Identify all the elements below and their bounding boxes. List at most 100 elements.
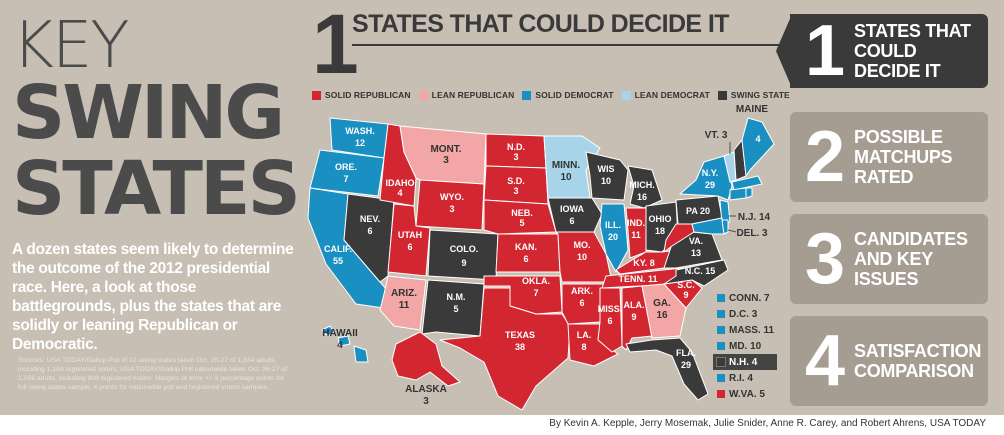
label-texas: TEXAS [505, 330, 535, 340]
state-mo[interactable] [555, 231, 613, 283]
label-miss: MISS. [598, 304, 623, 314]
label-mich-votes: 16 [637, 192, 647, 202]
legend-swatch [312, 90, 321, 100]
label-sc-votes: 9 [683, 290, 688, 300]
legend-swatch [621, 90, 631, 100]
nav-number: 4 [804, 321, 846, 401]
label-iowa-votes: 6 [569, 216, 574, 226]
state-ill[interactable] [599, 203, 629, 273]
intro-panel: KEY SWING STATES A dozen states seem lik… [0, 0, 301, 415]
label-ariz: ARIZ. [391, 288, 417, 299]
legend-solid-republican: SOLID REPUBLICAN [312, 90, 411, 100]
small-state-label: CONN. 7 [729, 292, 770, 304]
label-vt: VT. 3 [705, 130, 728, 141]
state-kan[interactable] [495, 233, 561, 273]
label-wis-votes: 10 [601, 176, 611, 186]
label-la-votes: 8 [581, 342, 586, 352]
swatch [717, 310, 725, 318]
label-ny: N.Y. [702, 168, 719, 178]
byline: By Kevin A. Kepple, Jerry Mosemak, Julie… [549, 418, 986, 429]
label-nj: N.J. 14 [738, 212, 771, 223]
state-iowa[interactable] [547, 197, 603, 233]
state-wyo[interactable] [415, 179, 485, 231]
state-ri[interactable] [745, 187, 753, 199]
label-sd: S.D. [507, 176, 525, 186]
footer: By Kevin A. Kepple, Jerry Mosemak, Julie… [0, 415, 1004, 435]
label-nd: N.D. [507, 142, 525, 152]
small-state-label: N.H. 4 [729, 356, 758, 368]
state-maine[interactable] [741, 117, 775, 177]
label-ill: ILL. [605, 220, 621, 230]
small-state-mass: MASS. 11 [717, 322, 777, 338]
nav-label: POSSIBLE MATCHUPS RATED [854, 127, 953, 187]
label-ky: KY. 8 [633, 258, 655, 268]
lede-text: A dozen states seem likely to determine … [12, 241, 294, 353]
nav-tab-2[interactable]: 2 POSSIBLE MATCHUPS RATED [790, 112, 988, 202]
state-wis[interactable] [585, 151, 629, 201]
small-states-key: CONN. 7 D.C. 3 MASS. 11 MD. 10 N.H. 4 R.… [713, 290, 777, 402]
state-ind[interactable] [625, 207, 647, 259]
label-ga-votes: 16 [656, 310, 668, 321]
state-utah[interactable] [387, 203, 431, 277]
sources-note: Sources: USA TODAY/Gallup Poll of 12 swi… [18, 357, 288, 391]
label-la: LA. [577, 330, 592, 340]
legend-label: SOLID DEMOCRAT [535, 90, 614, 100]
label-iowa: IOWA [560, 204, 584, 214]
active-tab-arrow [776, 14, 792, 88]
state-neb[interactable] [483, 199, 557, 235]
label-ala-votes: 9 [631, 312, 636, 322]
label-del: DEL. 3 [736, 228, 768, 239]
small-state-label: MD. 10 [729, 340, 762, 352]
nav-label: STATES THAT COULD DECIDE IT [854, 21, 971, 81]
label-hawaii-votes: 4 [337, 340, 343, 351]
small-state-conn: CONN. 7 [717, 290, 777, 306]
nav-tab-4[interactable]: 4 SATISFACTION COMPARISON [790, 316, 988, 406]
state-ore[interactable] [309, 149, 385, 197]
nav-tab-3[interactable]: 3 CANDIDATES AND KEY ISSUES [790, 214, 988, 304]
label-nev: NEV. [360, 214, 380, 224]
state-colo[interactable] [427, 229, 499, 281]
legend-swing-state: SWING STATE [717, 90, 790, 100]
state-hawaii[interactable] [321, 325, 369, 363]
legend-lean-democrat: LEAN DEMOCRAT [621, 90, 710, 100]
state-ark[interactable] [561, 283, 605, 325]
label-okla: OKLA. [522, 276, 550, 286]
nav-number: 2 [804, 117, 846, 197]
label-ark: ARK. [571, 286, 593, 296]
state-md[interactable] [691, 217, 725, 235]
state-ga[interactable] [641, 283, 687, 339]
label-mo: MO. [574, 240, 591, 250]
state-miss[interactable] [597, 287, 623, 353]
label-colo-votes: 9 [461, 258, 466, 268]
label-ore-votes: 7 [343, 174, 348, 184]
label-sd-votes: 3 [513, 186, 518, 196]
label-idaho-votes: 4 [397, 188, 402, 198]
state-texas[interactable] [439, 287, 571, 411]
label-tenn: TENN. 11 [618, 274, 657, 284]
state-ariz[interactable] [379, 275, 427, 331]
label-ore: ORE. [335, 162, 357, 172]
legend-label: LEAN DEMOCRAT [634, 90, 710, 100]
state-nc[interactable] [663, 259, 729, 287]
state-minn[interactable] [543, 135, 601, 199]
label-ariz-votes: 11 [399, 300, 410, 311]
label-mich: MICH. [629, 180, 655, 190]
label-nm-votes: 5 [453, 304, 458, 314]
state-conn[interactable] [729, 187, 747, 201]
state-nm[interactable] [421, 279, 485, 337]
label-mont: MONT. [430, 144, 461, 155]
small-state-label: R.I. 4 [729, 372, 753, 384]
state-del[interactable] [721, 219, 729, 235]
state-ny[interactable] [679, 155, 733, 201]
state-fla[interactable] [625, 337, 709, 401]
label-va-votes: 13 [691, 248, 701, 258]
label-nm: N.M. [447, 292, 466, 302]
label-mo-votes: 10 [577, 252, 587, 262]
label-kan: KAN. [515, 242, 537, 252]
state-alaska[interactable] [391, 331, 461, 387]
label-wyo: WYO. [440, 192, 464, 202]
nav-tab-1[interactable]: 1 STATES THAT COULD DECIDE IT [790, 14, 988, 88]
section-number: 1 [312, 0, 359, 91]
state-mass[interactable] [731, 175, 763, 191]
swatch [717, 390, 725, 398]
